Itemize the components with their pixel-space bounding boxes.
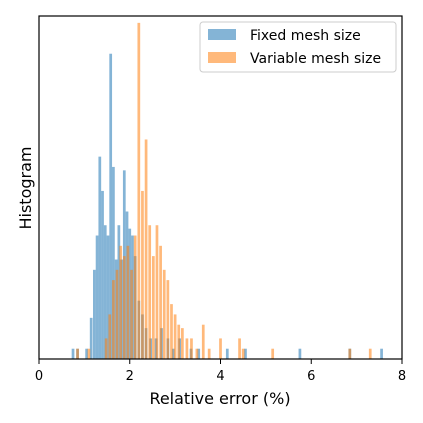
- histogram-bar-variable: [155, 225, 159, 359]
- legend-swatch-variable: [208, 52, 236, 63]
- histogram-bar-variable: [104, 338, 108, 359]
- histogram-bar-variable: [108, 314, 112, 359]
- histogram-bar-variable: [148, 225, 152, 359]
- x-tick-label: 2: [126, 369, 134, 384]
- histogram-bar-variable: [190, 338, 193, 359]
- histogram-bar-fixed: [171, 348, 175, 359]
- histogram-bar-variable: [137, 22, 141, 360]
- histogram-bar-variable: [112, 280, 115, 359]
- histogram-bar-variable: [181, 328, 184, 359]
- histogram-bar-variable: [201, 324, 205, 359]
- histogram-bar-variable: [87, 348, 91, 359]
- histogram-bar-fixed: [95, 235, 99, 359]
- histogram-bar-fixed: [117, 225, 121, 359]
- histogram-bar-variable: [166, 280, 170, 359]
- histogram-bar-variable: [170, 304, 173, 359]
- x-tick-label: 8: [398, 369, 406, 384]
- x-tick-label: 4: [216, 369, 224, 384]
- x-axis-ticks: 0 2 4 6 8: [35, 359, 406, 384]
- histogram-bar-fixed: [106, 235, 110, 359]
- histogram-bar-fixed: [103, 225, 107, 359]
- histogram-bar-fixed: [101, 190, 104, 359]
- histogram-bar-variable: [162, 269, 166, 359]
- histogram-bar-fixed: [197, 348, 201, 359]
- legend-swatch-fixed: [208, 29, 236, 40]
- histogram-bar-variable: [348, 348, 352, 359]
- histogram-bar-variable: [173, 314, 177, 359]
- histogram-bar-variable: [241, 348, 245, 359]
- histogram-bar-variable: [130, 269, 133, 359]
- histogram-bar-fixed: [225, 348, 229, 359]
- x-tick-label: 6: [307, 369, 315, 384]
- legend-box: [199, 21, 397, 73]
- histogram-bar-fixed: [89, 317, 93, 359]
- x-tick-label: 0: [35, 369, 43, 384]
- histogram-bar-variable: [122, 256, 126, 359]
- legend-label-variable: Variable mesh size: [250, 51, 381, 67]
- histogram-bar-variable: [151, 256, 155, 359]
- histogram-bar-variable: [141, 190, 144, 359]
- histogram-bar-variable: [271, 348, 275, 359]
- histogram-bar-fixed: [380, 348, 383, 359]
- histogram-bar-fixed: [85, 348, 88, 359]
- histogram-bar-fixed: [128, 228, 132, 359]
- y-axis-label: Histogram: [16, 147, 35, 230]
- histogram-bar-variable: [133, 235, 137, 359]
- histogram-bar-variable: [159, 245, 162, 359]
- histogram-bar-variable: [177, 324, 181, 359]
- histogram-bar-variable: [76, 348, 79, 359]
- histogram-bar-fixed: [244, 348, 247, 359]
- x-axis-label: Relative error (%): [149, 389, 290, 408]
- histogram-bar-variable: [115, 269, 119, 359]
- histogram-bar-variable: [195, 348, 199, 359]
- histogram-bar-variable: [126, 245, 130, 359]
- histogram-bar-variable: [185, 338, 189, 359]
- histogram-bar-fixed: [109, 53, 113, 359]
- histogram-bar-variable: [207, 348, 211, 359]
- legend: Fixed mesh size Variable mesh size: [199, 21, 397, 73]
- histogram-bar-variable: [219, 338, 222, 359]
- bars-layer: [71, 22, 383, 360]
- histogram-bar-variable: [144, 139, 148, 359]
- histogram-bar-fixed: [112, 166, 115, 359]
- histogram-bar-variable: [119, 245, 123, 359]
- histogram-bar-variable: [368, 348, 372, 359]
- histogram-bar-fixed: [71, 348, 75, 359]
- histogram-bar-fixed: [298, 348, 302, 359]
- histogram-bar-fixed: [93, 269, 96, 359]
- histogram-bar-fixed: [98, 156, 102, 359]
- histogram-bar-variable: [238, 338, 241, 359]
- legend-label-fixed: Fixed mesh size: [250, 28, 361, 44]
